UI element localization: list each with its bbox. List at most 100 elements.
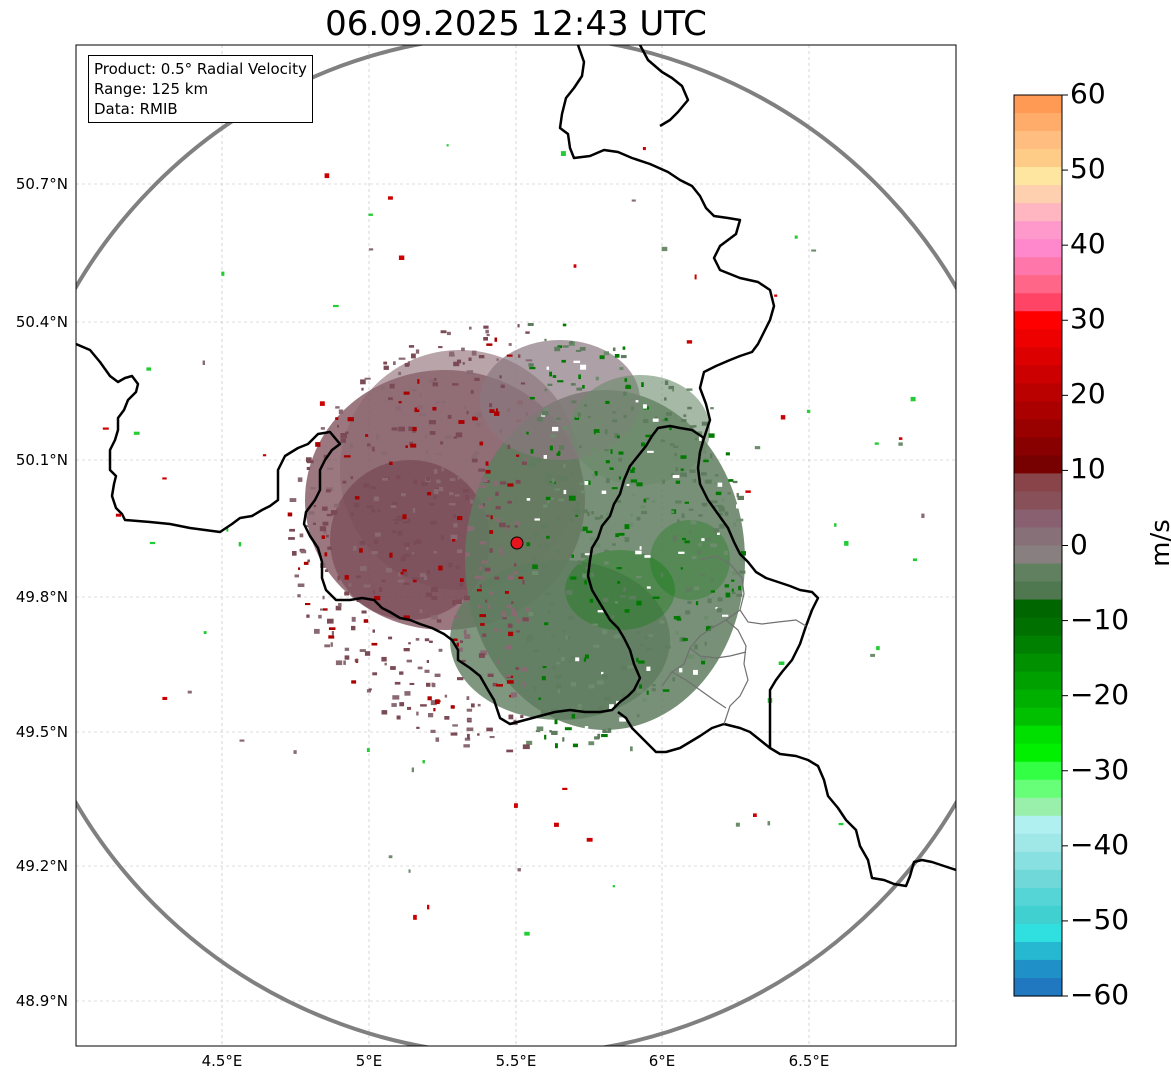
colorbar-band	[1014, 941, 1062, 961]
echo-pixel	[525, 607, 530, 612]
colorbar-tick-label: −60	[1070, 978, 1130, 1011]
echo-pixel	[506, 604, 512, 608]
echo-pixel	[496, 358, 499, 361]
echo-pixel	[455, 565, 460, 569]
echo-pixel	[565, 635, 570, 640]
echo-pixel	[660, 439, 665, 442]
echo-pixel	[595, 376, 599, 381]
echo-pixel	[584, 580, 587, 585]
echo-pixel	[381, 451, 387, 455]
echo-pixel	[727, 492, 731, 495]
echo-pixel	[424, 638, 430, 642]
lat-tick-label: 50.7°N	[16, 175, 68, 193]
echo-pixel	[187, 690, 192, 694]
echo-pixel	[563, 463, 566, 468]
echo-pixel	[372, 672, 378, 676]
echo-pixel	[507, 444, 511, 450]
echo-pixel	[549, 730, 552, 733]
echo-pixel	[671, 472, 674, 477]
echo-pixel	[506, 680, 514, 684]
echo-pixel	[685, 587, 692, 592]
echo-pixel	[449, 351, 455, 356]
echo-pixel	[677, 519, 680, 523]
echo-pixel	[542, 666, 547, 669]
echo-pixel	[306, 614, 310, 618]
echo-pixel	[556, 549, 560, 554]
echo-pixel	[542, 564, 550, 569]
colorbar-band	[1014, 887, 1062, 907]
echo-pixel	[323, 530, 327, 534]
echo-pixel	[414, 407, 420, 413]
echo-pixel	[675, 467, 678, 472]
echo-pixel	[468, 357, 472, 361]
echo-pixel	[619, 367, 624, 370]
echo-pixel	[614, 601, 619, 604]
echo-pixel	[577, 703, 582, 708]
echo-pixel	[704, 538, 711, 541]
echo-pixel	[675, 630, 679, 635]
echo-pixel	[444, 435, 452, 440]
echo-pixel	[601, 734, 608, 738]
echo-pixel	[351, 616, 356, 622]
echo-pixel	[669, 425, 672, 431]
echo-pixel	[530, 449, 534, 454]
echo-pixel	[432, 683, 436, 688]
colorbar-band	[1014, 761, 1062, 781]
echo-pixel	[327, 618, 334, 624]
echo-pixel	[682, 537, 686, 541]
echo-pixel	[315, 442, 321, 447]
echo-pixel	[368, 688, 372, 691]
echo-pixel	[432, 406, 437, 411]
echo-pixel	[505, 674, 511, 678]
info-range: Range: 125 km	[94, 80, 209, 98]
echo-pixel	[506, 354, 513, 357]
echo-pixel	[584, 481, 589, 485]
echo-pixel	[470, 390, 474, 394]
lat-tick-label: 48.9°N	[16, 992, 68, 1010]
echo-pixel	[321, 535, 326, 539]
echo-pixel	[495, 408, 498, 414]
echo-pixel	[403, 391, 410, 395]
echo-pixel	[643, 404, 647, 409]
echo-pixel	[378, 587, 383, 592]
echo-pixel	[670, 443, 675, 446]
echo-pixel	[630, 746, 633, 752]
echo-pixel	[532, 564, 538, 569]
echo-pixel	[736, 518, 744, 522]
echo-pixel	[463, 599, 470, 602]
echo-pixel	[318, 614, 322, 619]
echo-pixel	[586, 511, 590, 516]
echo-pixel	[337, 575, 340, 581]
echo-pixel	[549, 371, 552, 377]
echo-pixel	[408, 869, 411, 873]
echo-pixel	[293, 750, 297, 754]
info-box: Product: 0.5° Radial Velocity Range: 125…	[88, 55, 313, 123]
echo-pixel	[622, 346, 626, 350]
echo-pixel	[575, 514, 578, 517]
echo-pixel	[541, 411, 549, 416]
echo-pixel	[455, 432, 463, 438]
echo-pixel	[573, 360, 581, 363]
colorbar-band	[1014, 113, 1062, 132]
echo-pixel	[365, 434, 369, 437]
echo-pixel	[453, 436, 457, 439]
echo-pixel	[411, 767, 414, 773]
echo-pixel	[344, 575, 349, 580]
echo-pixel	[710, 453, 713, 459]
echo-pixel	[398, 255, 405, 260]
echo-pixel	[575, 415, 579, 418]
echo-pixel	[403, 521, 410, 524]
echo-pixel	[561, 359, 566, 363]
echo-pixel	[441, 400, 446, 404]
echo-pixel	[507, 408, 511, 412]
echo-pixel	[458, 420, 465, 424]
echo-pixel	[485, 461, 489, 466]
echo-pixel	[502, 610, 506, 616]
colorbar-band	[1014, 311, 1062, 330]
echo-pixel	[401, 493, 406, 497]
colorbar-band	[1014, 707, 1062, 727]
echo-pixel	[508, 343, 512, 346]
echo-pixel	[510, 611, 518, 616]
echo-pixel	[382, 477, 388, 481]
echo-pixel	[412, 429, 417, 433]
